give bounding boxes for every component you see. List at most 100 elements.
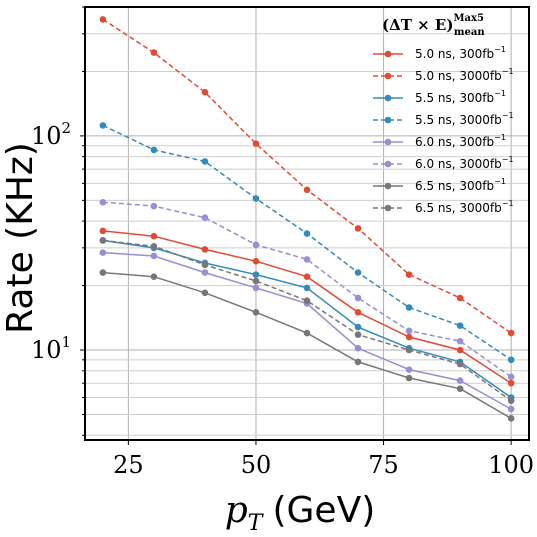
data-point [354, 294, 362, 302]
data-point [99, 198, 107, 206]
data-point [150, 202, 158, 210]
series-line-7 [102, 239, 512, 402]
data-point [405, 271, 413, 278]
data-point [252, 140, 260, 147]
legend-label-exponent: −1 [494, 133, 506, 142]
legend-title-main: (ΔT × E) [382, 16, 453, 34]
legend-label-text: 5.0 ns, 3000fb [415, 69, 502, 83]
data-point [252, 284, 260, 292]
data-point [405, 304, 413, 311]
data-point [201, 269, 209, 276]
data-point [507, 356, 515, 364]
legend-label-exponent: −1 [502, 199, 514, 208]
legend-marker [384, 160, 392, 168]
data-point [201, 261, 209, 269]
series-line-5 [102, 201, 512, 378]
legend-marker [384, 204, 392, 212]
data-point [354, 309, 362, 316]
legend-label-exponent: −1 [494, 89, 506, 98]
legend-title-sub: mean [454, 27, 485, 38]
y-tick-label-exponent: 2 [62, 119, 72, 137]
legend-label-text: 6.5 ns, 3000fb [415, 201, 502, 215]
data-point [456, 294, 464, 302]
data-point [303, 230, 311, 237]
data-point [507, 373, 515, 381]
legend-label-exponent: −1 [502, 155, 514, 164]
data-point [507, 379, 515, 387]
legend-label-text: 6.0 ns, 3000fb [415, 157, 502, 171]
legend-entries: 5.0 ns, 300fb−15.0 ns, 3000fb−15.5 ns, 3… [373, 45, 514, 215]
data-point [201, 289, 209, 297]
legend-label: 6.5 ns, 3000fb−1 [415, 199, 514, 215]
data-point [507, 405, 515, 413]
y-tick-label-base: 10 [31, 336, 62, 364]
legend-marker [384, 138, 392, 146]
data-point [252, 195, 260, 202]
legend-label: 5.0 ns, 300fb−1 [415, 45, 506, 61]
data-point [354, 331, 362, 338]
legend-label: 6.0 ns, 300fb−1 [415, 133, 506, 149]
data-point [201, 88, 209, 96]
legend-label-exponent: −1 [502, 67, 514, 76]
legend-label: 5.5 ns, 3000fb−1 [415, 111, 514, 127]
x-axis-label-sub: T [248, 511, 265, 536]
legend-marker [384, 94, 392, 102]
x-axis-label: pT (GeV) [225, 490, 376, 536]
data-point [303, 256, 311, 263]
data-point [303, 297, 311, 304]
data-point [456, 346, 464, 354]
data-point [252, 257, 260, 265]
data-point [150, 146, 158, 154]
legend-title-sup: Max5 [453, 13, 484, 24]
data-point [150, 243, 158, 250]
data-point [201, 158, 209, 165]
data-point [303, 186, 311, 194]
data-point [354, 358, 362, 366]
y-tick-label-exponent: 1 [62, 333, 72, 351]
legend-label-text: 5.5 ns, 300fb [415, 91, 494, 105]
data-point [252, 277, 260, 285]
data-point [150, 232, 158, 240]
data-point [354, 344, 362, 352]
legend-label: 5.0 ns, 3000fb−1 [415, 67, 514, 83]
grid [85, 6, 529, 440]
data-point [303, 273, 311, 281]
legend-label-text: 5.5 ns, 3000fb [415, 113, 502, 127]
data-point [150, 49, 158, 56]
data-point [456, 377, 464, 384]
x-axis-label-var: p [225, 490, 248, 531]
y-axis-label: Rate (KHz) [0, 142, 41, 334]
legend-label: 6.5 ns, 300fb−1 [415, 177, 506, 193]
legend-label: 5.5 ns, 300fb−1 [415, 89, 506, 105]
data-point [252, 309, 260, 316]
y-tick-label-base: 10 [31, 122, 62, 150]
data-point [405, 333, 413, 341]
data-point [252, 241, 260, 249]
legend-label-exponent: −1 [494, 177, 506, 186]
legend-label-text: 6.0 ns, 300fb [415, 135, 494, 149]
data-point [507, 329, 515, 337]
legend: (ΔT × E)Max5 mean 5.0 ns, 300fb−1 5.0 ns, … [373, 13, 514, 215]
data-point [405, 366, 413, 373]
data-point [456, 322, 464, 329]
data-point [456, 385, 464, 392]
y-tick-label: 102 [31, 119, 71, 150]
data-point [354, 269, 362, 276]
data-point [303, 284, 311, 292]
legend-marker [384, 116, 392, 124]
data-point [99, 249, 107, 256]
data-point [201, 214, 209, 221]
data-point [405, 346, 413, 354]
data-point [405, 374, 413, 382]
data-point [99, 237, 107, 244]
data-point [201, 246, 209, 253]
data-point [456, 337, 464, 345]
x-tick-label: 50 [241, 451, 272, 479]
data-point [456, 360, 464, 368]
data-point [354, 323, 362, 331]
data-point [303, 329, 311, 337]
plot-frame [84, 6, 530, 441]
legend-label: 6.0 ns, 3000fb−1 [415, 155, 514, 171]
